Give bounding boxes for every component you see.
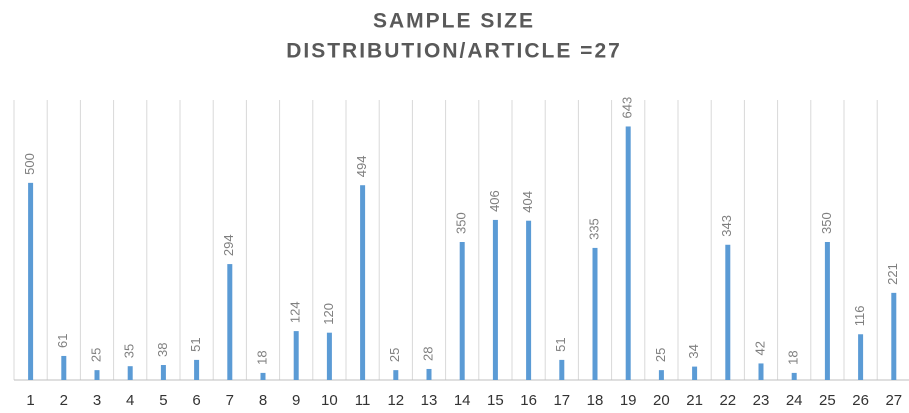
- bar: [824, 242, 830, 380]
- bar: [692, 366, 698, 380]
- x-tick-label: 10: [321, 392, 338, 409]
- bar: [526, 220, 532, 380]
- data-label: 25: [653, 348, 668, 362]
- x-tick-label: 15: [487, 392, 504, 409]
- data-label: 42: [752, 341, 767, 355]
- bar: [492, 219, 498, 380]
- x-tick-label: 1: [26, 392, 34, 409]
- data-label: 294: [221, 234, 236, 256]
- bar: [791, 372, 797, 380]
- data-label: 116: [852, 306, 867, 327]
- data-label: 221: [885, 263, 900, 285]
- data-label: 34: [686, 344, 701, 358]
- bar: [194, 359, 200, 380]
- bar: [260, 372, 266, 380]
- bar: [94, 370, 100, 380]
- data-label: 51: [188, 337, 203, 351]
- data-label: 35: [122, 344, 137, 358]
- x-tick-label: 26: [852, 392, 869, 409]
- bar: [592, 247, 598, 380]
- x-tick-label: 8: [259, 392, 267, 409]
- x-tick-label: 24: [786, 392, 803, 409]
- bar: [28, 182, 34, 380]
- bar: [326, 332, 332, 380]
- data-label: 25: [387, 348, 402, 362]
- bar: [393, 370, 399, 380]
- data-label: 61: [55, 333, 70, 347]
- x-tick-label: 14: [454, 392, 471, 409]
- x-tick-label: 21: [686, 392, 703, 409]
- data-label: 124: [288, 301, 303, 323]
- x-tick-label: 17: [553, 392, 570, 409]
- bar: [127, 366, 133, 380]
- x-tick-label: 11: [355, 392, 371, 409]
- bar: [426, 368, 432, 380]
- bar: [758, 363, 764, 380]
- bar: [360, 185, 366, 380]
- x-tick-label: 19: [620, 392, 637, 409]
- bar: [459, 242, 465, 380]
- data-label: 350: [819, 212, 834, 234]
- x-tick-label: 3: [93, 392, 101, 409]
- bar: [559, 359, 565, 380]
- x-tick-label: 18: [587, 392, 604, 409]
- bar: [858, 334, 864, 380]
- data-label: 404: [520, 191, 535, 213]
- data-label: 343: [719, 215, 734, 237]
- x-tick-label: 25: [819, 392, 836, 409]
- data-label: 28: [420, 346, 435, 360]
- data-label: 51: [553, 337, 568, 351]
- x-tick-label: 23: [753, 392, 770, 409]
- x-tick-label: 9: [292, 392, 300, 409]
- bar: [293, 331, 299, 380]
- data-label: 500: [22, 153, 37, 175]
- data-label: 494: [354, 156, 369, 178]
- x-tick-label: 2: [60, 392, 68, 409]
- x-tick-label: 5: [159, 392, 167, 409]
- x-tick-label: 6: [192, 392, 200, 409]
- data-label: 25: [88, 348, 103, 362]
- bar: [725, 244, 731, 380]
- x-tick-label: 27: [885, 392, 902, 409]
- x-tick-label: 13: [421, 392, 438, 409]
- x-tick-label: 7: [226, 392, 234, 409]
- data-label: 643: [620, 97, 635, 119]
- x-tick-label: 22: [719, 392, 736, 409]
- x-tick-label: 20: [653, 392, 670, 409]
- chart-title: SAMPLE SIZE: [373, 10, 535, 33]
- bar: [658, 370, 664, 380]
- data-label: 18: [254, 350, 269, 364]
- x-tick-label: 16: [520, 392, 537, 409]
- bar: [227, 264, 233, 380]
- x-tick-label: 12: [387, 392, 404, 409]
- data-label: 38: [155, 343, 170, 357]
- data-label: 406: [487, 190, 502, 212]
- data-label: 120: [321, 303, 336, 325]
- data-label: 350: [454, 212, 469, 234]
- data-label: 335: [586, 218, 601, 240]
- bar: [160, 365, 166, 380]
- bar: [891, 292, 897, 380]
- data-label: 18: [786, 350, 801, 364]
- x-tick-label: 4: [126, 392, 134, 409]
- bar: [625, 126, 631, 380]
- chart-subtitle: DISTRIBUTION/ARTICLE =27: [286, 40, 622, 63]
- bar: [61, 355, 67, 380]
